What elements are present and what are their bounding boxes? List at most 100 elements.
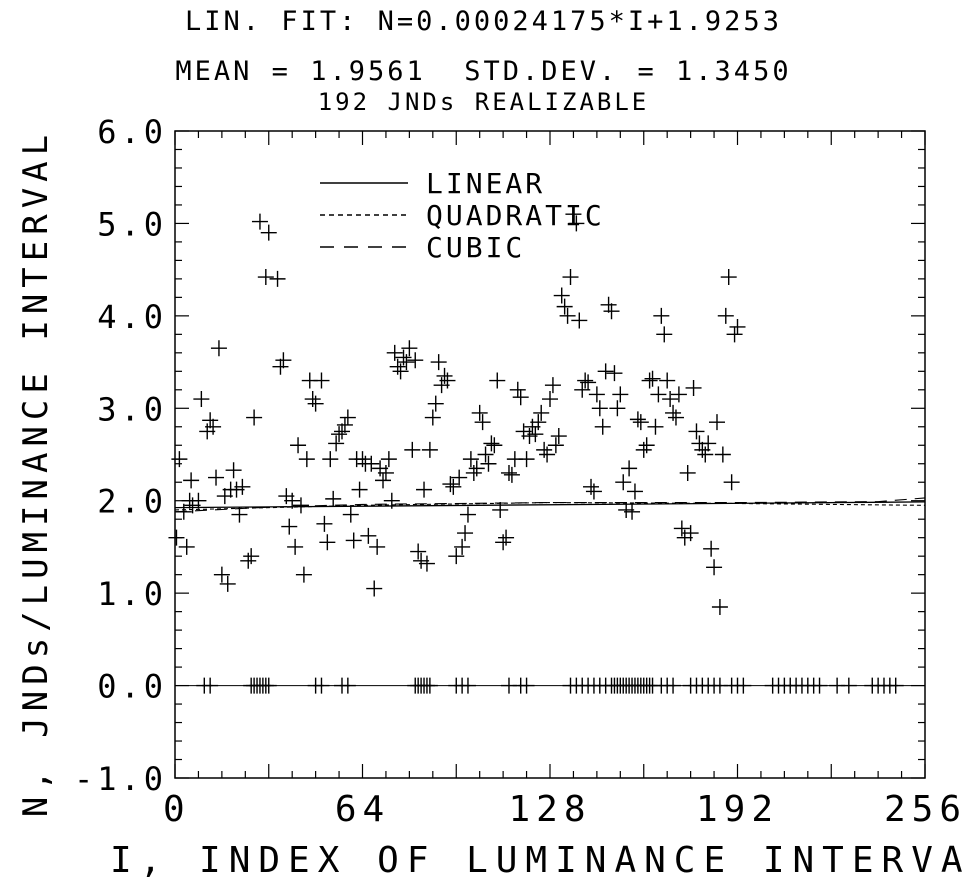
- data-point: [688, 423, 705, 440]
- data-point: [272, 358, 289, 375]
- data-point: [171, 451, 188, 468]
- data-point: [624, 503, 641, 520]
- data-point: [190, 492, 207, 509]
- data-point: [392, 363, 409, 380]
- data-point: [325, 490, 342, 507]
- data-markers: [168, 206, 904, 694]
- cubic-fit-line: [174, 497, 926, 513]
- data-point: [659, 372, 676, 389]
- data-point: [404, 441, 421, 458]
- data-point: [465, 464, 482, 481]
- data-point: [383, 492, 400, 509]
- data-point: [585, 483, 602, 500]
- data-point: [395, 349, 412, 366]
- data-point: [509, 381, 526, 398]
- data-point: [580, 374, 597, 391]
- data-point: [720, 269, 737, 286]
- data-point: [322, 451, 339, 468]
- legend-cubic-label: CUBIC: [426, 231, 525, 264]
- data-point: [498, 529, 515, 546]
- data-point: [641, 372, 658, 389]
- data-point: [439, 372, 456, 389]
- y-tick-label: 1.0: [97, 575, 167, 613]
- data-point: [647, 418, 664, 435]
- data-point: [410, 543, 427, 560]
- data-point: [550, 428, 567, 445]
- data-point: [471, 404, 488, 421]
- data-point: [275, 352, 292, 369]
- y-tick-label: -1.0: [74, 760, 167, 798]
- data-point: [246, 409, 263, 426]
- data-point: [503, 466, 520, 483]
- data-point: [380, 451, 397, 468]
- data-point: [366, 580, 383, 597]
- data-point: [430, 354, 447, 371]
- data-point: [717, 307, 734, 324]
- x-tick-label: 0: [163, 789, 191, 830]
- data-point: [714, 446, 731, 463]
- data-point: [243, 548, 260, 565]
- data-point: [339, 409, 356, 426]
- data-point: [316, 515, 333, 532]
- data-point: [328, 435, 345, 452]
- data-point: [559, 307, 576, 324]
- y-tick-label: 3.0: [97, 390, 167, 428]
- data-point: [594, 418, 611, 435]
- data-point: [638, 437, 655, 454]
- data-point: [700, 435, 717, 452]
- data-point: [281, 518, 298, 535]
- data-point: [483, 435, 500, 452]
- data-point: [333, 423, 350, 440]
- data-point: [304, 391, 321, 408]
- data-point: [603, 303, 620, 320]
- data-point: [421, 441, 438, 458]
- data-point: [202, 677, 219, 694]
- x-axis-label: I, INDEX OF LUMINANCE INTERVAL: [110, 840, 967, 881]
- data-point: [682, 525, 699, 542]
- data-point: [257, 269, 274, 286]
- data-point: [401, 340, 418, 357]
- y-axis-label: N, JNDs/LUMINANCE INTERVAL: [16, 128, 56, 818]
- data-point: [606, 365, 623, 382]
- data-point: [811, 677, 828, 694]
- data-point: [512, 389, 529, 406]
- data-point: [544, 377, 561, 394]
- data-point: [231, 506, 248, 523]
- data-point: [656, 326, 673, 343]
- data-point: [260, 677, 277, 694]
- data-point: [735, 677, 752, 694]
- y-tick-label: 2.0: [97, 483, 167, 521]
- data-point: [489, 372, 506, 389]
- data-point: [729, 318, 746, 335]
- data-point: [208, 469, 225, 486]
- data-point: [571, 312, 588, 329]
- data-point: [298, 451, 315, 468]
- data-point: [454, 538, 471, 555]
- data-point: [363, 455, 380, 472]
- data-point: [351, 481, 368, 498]
- data-point: [662, 391, 679, 408]
- data-point: [474, 414, 491, 431]
- data-point: [251, 213, 268, 230]
- data-point: [542, 391, 558, 408]
- data-point: [175, 503, 192, 520]
- data-point: [240, 552, 257, 569]
- data-point: [331, 426, 348, 443]
- legend-quadratic-label: QUADRATIC: [426, 199, 605, 232]
- data-point: [168, 529, 185, 546]
- data-point: [377, 464, 394, 481]
- data-point: [562, 269, 579, 286]
- x-tick-label: 256: [884, 789, 967, 830]
- data-point: [234, 478, 251, 495]
- data-point: [445, 478, 462, 495]
- y-tick-label: 0.0: [97, 668, 167, 706]
- data-point: [536, 441, 553, 458]
- data-point: [269, 270, 286, 287]
- data-point: [459, 506, 476, 523]
- data-point: [697, 446, 714, 463]
- data-point: [339, 677, 356, 694]
- data-point: [345, 532, 362, 549]
- data-point: [547, 437, 564, 454]
